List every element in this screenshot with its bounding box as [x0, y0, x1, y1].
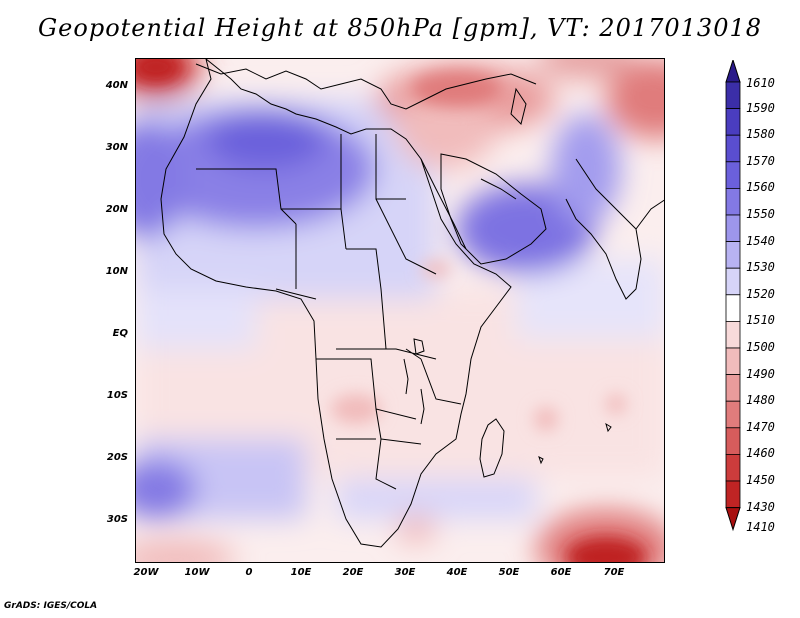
lat-label: 40N [105, 80, 128, 91]
lon-label: 20W [133, 567, 159, 578]
colorbar-label: 1470 [746, 419, 775, 434]
map-canvas [136, 59, 664, 562]
colorbar-top-arrow [725, 60, 741, 83]
colorbar-swatch [725, 427, 741, 455]
colorbar-label: 1510 [746, 313, 775, 328]
colorbar-swatch [725, 187, 741, 216]
lon-label: 20E [342, 567, 364, 578]
colorbar-label: 1560 [746, 180, 775, 195]
lat-label: 10S [106, 390, 128, 401]
coastlines [160, 59, 664, 548]
colorbar-swatch [725, 267, 741, 296]
colorbar-label: 1570 [746, 153, 775, 168]
lat-label: 20S [106, 452, 128, 463]
lon-label: 70E [603, 567, 625, 578]
lon-label: 40E [446, 567, 468, 578]
lon-label: 0 [245, 567, 253, 578]
colorbar-swatch [725, 214, 741, 243]
colorbar-swatch [725, 108, 741, 136]
colorbar [725, 60, 741, 532]
lon-label: 50E [498, 567, 520, 578]
colorbar-label: 1520 [746, 286, 775, 301]
map-panel [135, 58, 665, 563]
colorbar-label: 1580 [746, 127, 775, 142]
colorbar-label: 1500 [746, 340, 775, 354]
colorbar-swatch [725, 453, 741, 482]
chart-title: Geopotential Height at 850hPa [gpm], VT:… [38, 14, 762, 42]
colorbar-label: 1590 [746, 100, 775, 115]
colorbar-swatch [725, 134, 741, 163]
colorbar-label: 1480 [746, 393, 775, 408]
colorbar-swatch [725, 374, 741, 402]
lat-label: 10N [105, 266, 128, 277]
lon-label: 30E [394, 567, 416, 578]
colorbar-swatch [725, 81, 741, 110]
colorbar-label: 1530 [746, 260, 775, 275]
colorbar-label: 1430 [746, 499, 775, 514]
lat-label: EQ [112, 328, 128, 339]
colorbar-swatch [725, 320, 741, 349]
colorbar-swatch [725, 241, 741, 269]
colorbar-swatch [725, 347, 741, 376]
colorbar-label: 1460 [746, 446, 775, 461]
colorbar-bottom-arrow [725, 507, 741, 532]
lat-label: 30N [105, 142, 128, 153]
lat-label: 20N [105, 204, 128, 215]
lon-label: 60E [550, 567, 572, 578]
colorbar-label: 1610 [746, 76, 775, 90]
colorbar-swatch [725, 480, 741, 509]
colorbar-label: 1550 [746, 207, 775, 221]
lon-label: 10E [290, 567, 312, 578]
lat-label: 30S [106, 514, 128, 525]
colorbar-label: 1540 [746, 233, 775, 248]
lon-label: 10W [184, 567, 210, 578]
colorbar-swatch [725, 161, 741, 189]
colorbar-label: 1410 [746, 519, 775, 534]
colorbar-label: 1490 [746, 366, 775, 381]
credit-text: GrADS: IGES/COLA [4, 601, 98, 611]
colorbar-swatch [725, 294, 741, 322]
colorbar-swatch [725, 400, 741, 429]
colorbar-label: 1450 [746, 473, 775, 487]
